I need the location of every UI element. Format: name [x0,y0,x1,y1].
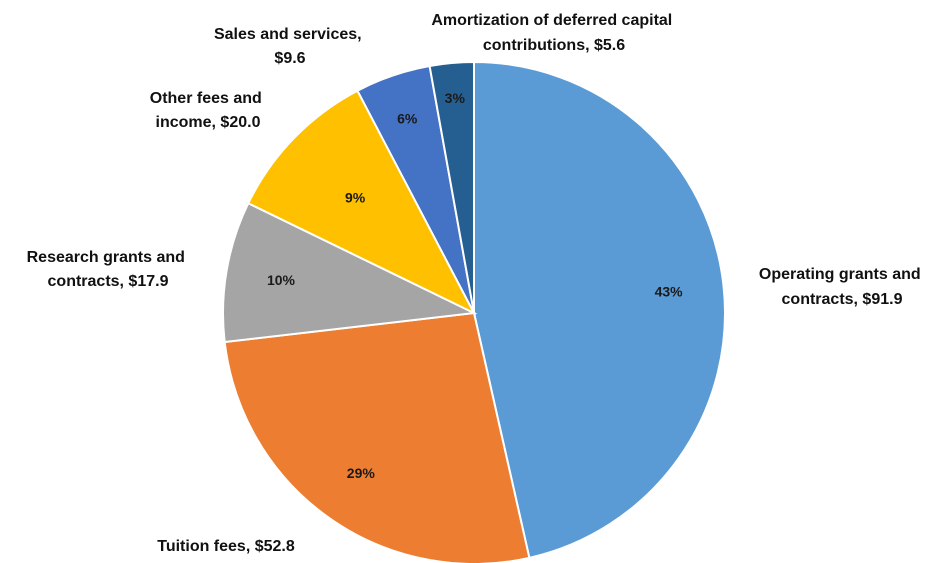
label-other-fees: Other fees and income, $20.0 [150,90,266,131]
percent-label-research-grants: 10% [267,272,296,288]
percent-label-tuition-fees: 29% [347,465,376,481]
percent-label-sales-services: 6% [397,110,418,126]
percent-label-other-fees: 9% [345,190,366,206]
pie-slice-amortization [428,60,475,314]
percent-label-amortization: 3% [445,90,466,106]
label-research-grants: Research grants and contracts, $17.9 [27,249,190,290]
label-operating-grants: Operating grants and contracts, $91.9 [759,266,925,308]
label-amortization: Amortization of deferred capital contrib… [431,12,676,54]
percent-label-operating-grants: 43% [655,283,684,299]
pie-slice-research-grants [222,201,478,344]
pie-slice-other-fees [246,89,477,316]
pie-slice-tuition-fees [223,311,531,563]
pie-slices [222,60,726,563]
pie-percent-labels: 43% 29% 10% 9% 6% 3% [267,90,683,481]
pie-slice-operating-grants [473,60,726,560]
label-tuition-fees: Tuition fees, $52.8 [157,538,295,555]
label-sales-services: Sales and services, $9.6 [214,26,366,67]
